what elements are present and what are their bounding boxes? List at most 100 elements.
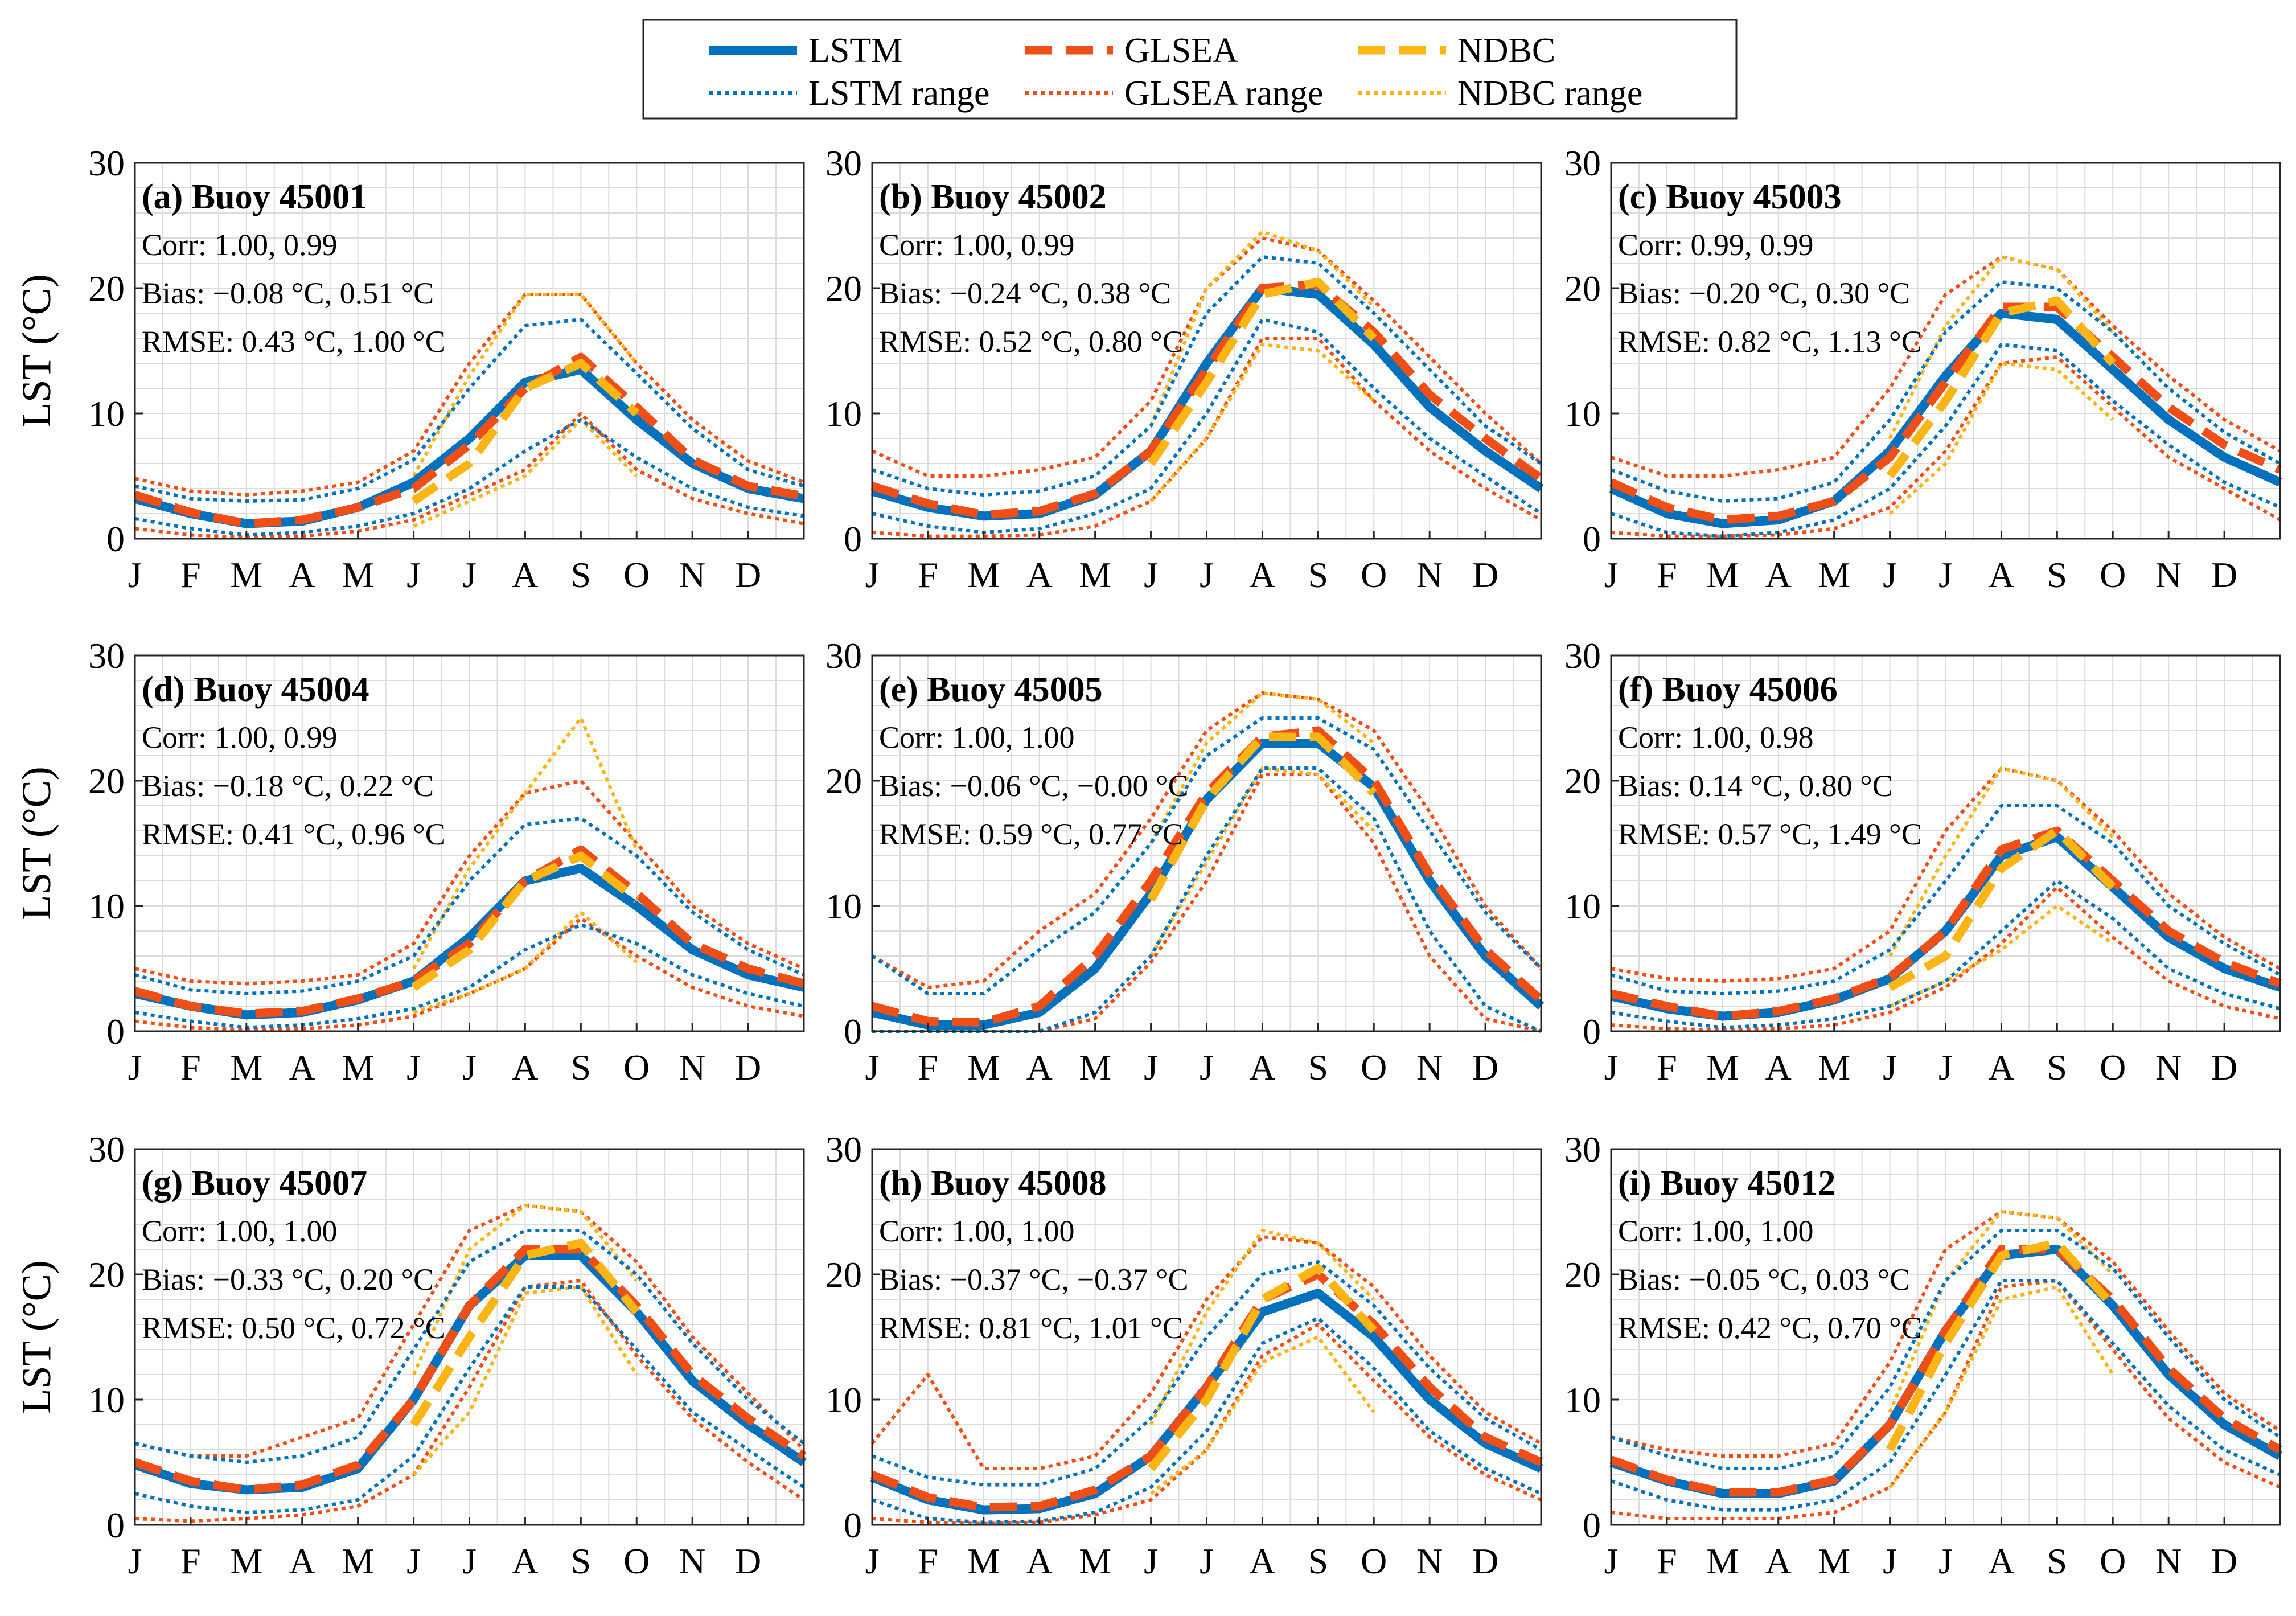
xtick-label: J [865,555,880,595]
xtick-label: J [128,555,142,595]
series-glsea [871,726,1545,1027]
panel-corr-stat: Corr: 1.00, 1.00 [142,1214,338,1248]
panel-title: (d) Buoy 45004 [142,670,369,709]
xtick-label: M [1079,1541,1111,1581]
ytick-label: 30 [825,143,862,183]
xtick-label: M [1706,1047,1739,1088]
series-lstm [870,284,1544,521]
series-lstm [134,864,805,1020]
ytick-label: 10 [88,1380,125,1420]
panel-corr-stat: Corr: 1.00, 1.00 [1618,1214,1814,1248]
xtick-label: N [1416,1047,1443,1088]
xtick-label: O [2100,1541,2126,1581]
xtick-label: M [342,1541,374,1581]
series-glsea [870,1270,1543,1512]
legend-label: LSTM range [808,74,990,113]
ytick-label: 0 [844,1505,862,1545]
xtick-label: A [1988,1047,2014,1088]
series-ndbc [1147,1264,1377,1471]
xtick-label: J [1938,1047,1953,1088]
xtick-label: A [1765,1047,1792,1088]
xtick-label: M [1818,1047,1850,1088]
series-ndbc [1886,296,2116,479]
xtick-label: J [1200,555,1214,595]
y-axis-label: LST (°C) [14,1260,59,1413]
xtick-label: A [1026,1541,1053,1581]
series-glsea [870,280,1544,519]
panel-title: (i) Buoy 45012 [1618,1164,1835,1203]
ytick-label: 0 [106,1505,125,1545]
series-glsea-hi [134,293,805,497]
y-axis-label: LST (°C) [14,766,59,920]
xtick-label: A [289,555,315,595]
ytick-label: 10 [1564,886,1601,926]
ytick-label: 20 [825,268,862,309]
xtick-label: O [623,555,650,595]
ytick-label: 10 [1564,1380,1601,1420]
ytick-label: 20 [88,761,125,801]
ytick-label: 30 [1564,635,1601,676]
xtick-label: J [462,555,477,595]
xtick-label: M [1079,555,1111,595]
xtick-label: N [679,1541,705,1581]
xtick-label: A [1249,1047,1275,1088]
ytick-label: 30 [825,1129,862,1170]
ytick-label: 20 [825,1254,862,1295]
series-glsea-lo [872,773,1542,1033]
series-glsea-hi [134,1204,806,1458]
series-ndbc [411,359,640,505]
xtick-label: N [2155,555,2182,595]
series-ndbc-lo [1149,343,1375,502]
series-glsea [134,845,805,1018]
xtick-label: A [1765,1541,1792,1581]
series-lstm-hi [1611,804,2281,995]
panel-rmse-stat: RMSE: 0.59 °C, 0.77 °C [879,817,1183,851]
xtick-label: M [230,1541,262,1581]
series-ndbc [410,1238,640,1428]
panel-bias-stat: Bias: 0.14 °C, 0.80 °C [1618,769,1893,803]
xtick-label: J [128,1541,142,1581]
panel-title: (h) Buoy 45008 [879,1164,1107,1203]
xtick-label: A [1765,555,1792,595]
panel-corr-stat: Corr: 1.00, 0.99 [142,228,338,262]
panel-bias-stat: Bias: −0.05 °C, 0.03 °C [1618,1262,1910,1297]
series-glsea-hi [1611,1210,2281,1458]
ytick-label: 30 [88,143,125,183]
xtick-label: A [1249,555,1275,595]
series-ndbc [1886,1238,2116,1452]
ytick-label: 20 [88,1254,125,1295]
xtick-label: J [406,1047,421,1088]
panel-bias-stat: Bias: −0.37 °C, −0.37 °C [879,1262,1189,1297]
panel-rmse-stat: RMSE: 0.52 °C, 0.80 °C [879,325,1183,359]
xtick-label: A [1988,555,2014,595]
xtick-label: J [1883,1541,1897,1581]
ytick-label: 30 [1564,143,1601,183]
xtick-label: S [1308,1541,1329,1581]
panel-title: (a) Buoy 45001 [142,178,367,216]
series-ndbc-hi [412,293,638,477]
panel-corr-stat: Corr: 0.99, 0.99 [1618,228,1814,262]
panel-rmse-stat: RMSE: 0.50 °C, 0.72 °C [142,1311,446,1345]
ytick-label: 30 [88,1129,125,1170]
xtick-label: J [1144,555,1158,595]
y-axis-label: LST (°C) [14,274,59,427]
y-axis-label: LST (°C) [14,274,59,427]
ytick-label: 0 [106,519,125,559]
series-ndbc-hi [1888,766,2114,957]
series-ndbc-lo [413,910,638,1014]
y-axis-label: LST (°C) [14,1260,59,1413]
xtick-label: J [1938,555,1953,595]
panel-title: (c) Buoy 45003 [1618,178,1842,216]
xtick-label: A [289,1047,315,1088]
xtick-label: A [1249,1541,1275,1581]
ytick-label: 30 [1564,1129,1601,1170]
xtick-label: D [735,1541,761,1581]
xtick-label: A [512,1047,538,1088]
xtick-label: D [1472,1047,1498,1088]
xtick-label: N [1416,555,1443,595]
series-ndbc-lo [412,1285,638,1476]
panel-bias-stat: Bias: −0.08 °C, 0.51 °C [142,276,434,310]
